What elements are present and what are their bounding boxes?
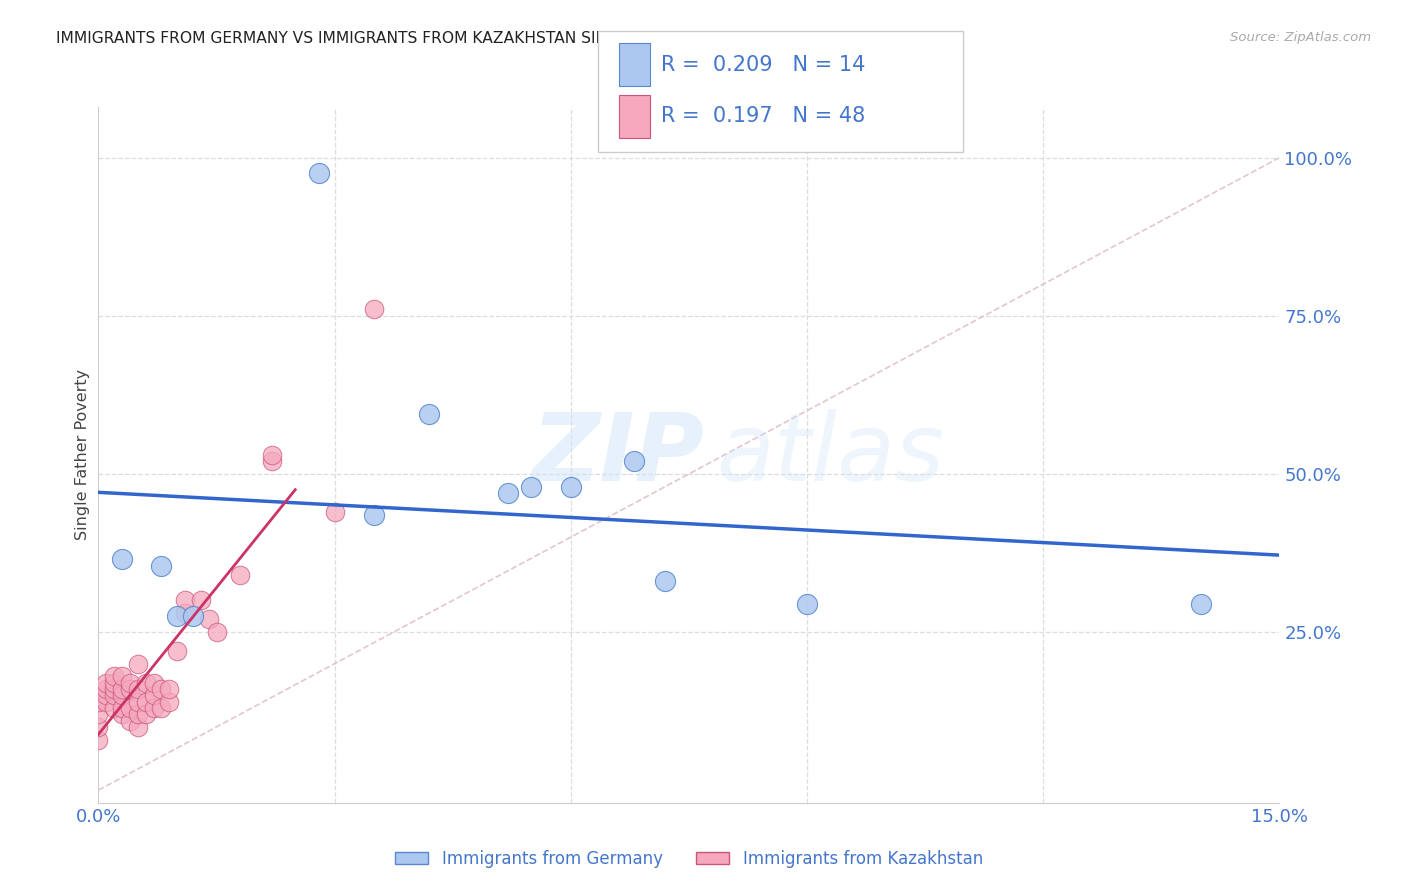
Point bbox=[118, 714, 141, 728]
Point bbox=[87, 720, 110, 734]
Point bbox=[260, 454, 283, 468]
Point bbox=[127, 695, 149, 709]
Point bbox=[142, 688, 165, 702]
Point bbox=[135, 675, 157, 690]
Point bbox=[150, 558, 173, 573]
Point bbox=[308, 166, 330, 180]
Point bbox=[150, 681, 173, 696]
Point bbox=[118, 701, 141, 715]
Point bbox=[142, 701, 165, 715]
Point bbox=[520, 479, 543, 493]
Point bbox=[127, 657, 149, 671]
Point bbox=[87, 695, 110, 709]
Point bbox=[363, 508, 385, 522]
Point bbox=[103, 688, 125, 702]
Legend: Immigrants from Germany, Immigrants from Kazakhstan: Immigrants from Germany, Immigrants from… bbox=[388, 843, 990, 874]
Point bbox=[229, 568, 252, 582]
Point bbox=[103, 701, 125, 715]
Point bbox=[111, 701, 134, 715]
Point bbox=[103, 681, 125, 696]
Point bbox=[96, 695, 118, 709]
Text: atlas: atlas bbox=[717, 409, 945, 500]
Point bbox=[111, 669, 134, 683]
Point bbox=[496, 486, 519, 500]
Point bbox=[111, 552, 134, 566]
Point bbox=[111, 707, 134, 722]
Point bbox=[796, 597, 818, 611]
Point bbox=[127, 681, 149, 696]
Point bbox=[181, 609, 204, 624]
Point bbox=[103, 675, 125, 690]
Point bbox=[174, 606, 197, 620]
Point bbox=[118, 681, 141, 696]
Point bbox=[363, 302, 385, 317]
Point bbox=[127, 720, 149, 734]
Point bbox=[96, 688, 118, 702]
Point bbox=[654, 574, 676, 589]
Point bbox=[560, 479, 582, 493]
Point bbox=[127, 707, 149, 722]
Point bbox=[197, 612, 219, 626]
Point bbox=[111, 688, 134, 702]
Point bbox=[103, 669, 125, 683]
Text: ZIP: ZIP bbox=[531, 409, 704, 501]
Point bbox=[260, 448, 283, 462]
Point bbox=[418, 407, 440, 421]
Point bbox=[166, 644, 188, 658]
Point bbox=[87, 732, 110, 747]
Point bbox=[142, 675, 165, 690]
Point bbox=[111, 681, 134, 696]
Point bbox=[323, 505, 346, 519]
Point bbox=[118, 675, 141, 690]
Point bbox=[157, 695, 180, 709]
Point bbox=[157, 681, 180, 696]
Text: Source: ZipAtlas.com: Source: ZipAtlas.com bbox=[1230, 31, 1371, 45]
Point bbox=[166, 609, 188, 624]
Text: IMMIGRANTS FROM GERMANY VS IMMIGRANTS FROM KAZAKHSTAN SINGLE FATHER POVERTY CORR: IMMIGRANTS FROM GERMANY VS IMMIGRANTS FR… bbox=[56, 31, 948, 46]
Point bbox=[1189, 597, 1212, 611]
Point bbox=[205, 625, 228, 640]
Point bbox=[174, 593, 197, 607]
Point bbox=[150, 701, 173, 715]
Y-axis label: Single Father Poverty: Single Father Poverty bbox=[75, 369, 90, 541]
Text: R =  0.197   N = 48: R = 0.197 N = 48 bbox=[661, 106, 865, 126]
Point bbox=[87, 707, 110, 722]
Point bbox=[96, 675, 118, 690]
Text: R =  0.209   N = 14: R = 0.209 N = 14 bbox=[661, 54, 865, 75]
Point bbox=[135, 695, 157, 709]
Point bbox=[190, 593, 212, 607]
Point bbox=[623, 454, 645, 468]
Point bbox=[135, 707, 157, 722]
Point bbox=[96, 681, 118, 696]
